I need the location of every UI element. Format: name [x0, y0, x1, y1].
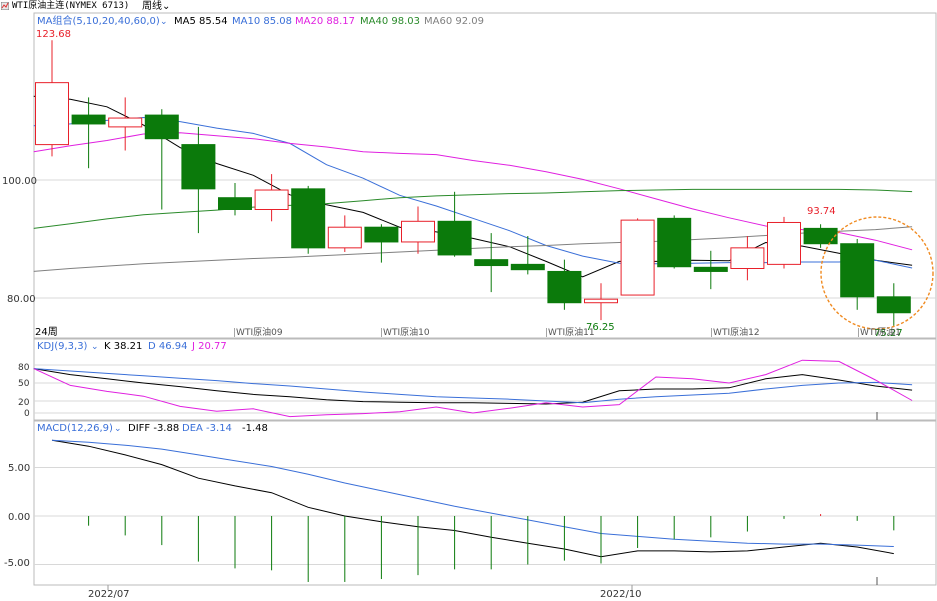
macd-panel-frame [33, 420, 937, 586]
candle-body [291, 188, 326, 249]
max-price-label: 123.68 [36, 29, 71, 40]
last-low-label: 75.27 [874, 328, 903, 339]
price-y-tick: 80.00 [7, 294, 36, 305]
candle-body [584, 298, 618, 304]
ma-line-ma10 [33, 116, 913, 269]
chevron-down-icon: ⌄ [162, 1, 171, 12]
period-count-label: 24周 [35, 326, 58, 338]
macd-line-dea [51, 439, 894, 547]
candle-body [144, 114, 179, 140]
kdj-indicator-label[interactable]: KDJ(9,3,3) [37, 341, 88, 352]
ma20-legend: MA20 88.17 [295, 16, 355, 27]
chart-type-icon [1, 2, 9, 10]
candle-body [876, 296, 911, 314]
kdj-d-legend: D 46.94 [148, 341, 188, 352]
period-selector[interactable]: 周线⌄ [142, 0, 170, 13]
macd-line-diff [51, 439, 894, 558]
candle-body [327, 226, 362, 249]
kdj-line-d [33, 368, 913, 404]
candles [35, 40, 911, 326]
contract-label: |WTI原油12 [710, 326, 760, 338]
kdj-y-tick: 0 [24, 409, 30, 419]
price-panel-frame [33, 12, 937, 339]
candle-body [437, 220, 472, 256]
kdj-line-j [33, 359, 913, 418]
contract-markers: |WTI原油09 |WTI原油10 |WTI原油11 |WTI原油12 |WTI… [233, 326, 901, 338]
macd-y-tick: 5.00 [8, 463, 30, 474]
candle-body [730, 247, 765, 270]
kdj-y-tick: 20 [18, 398, 30, 408]
high-price-label: 93.74 [807, 206, 836, 217]
kdj-line-k [33, 368, 913, 405]
macd-dea-legend: DEA -3.14 [182, 423, 232, 434]
candle-body [767, 221, 801, 265]
contract-label: |WTI原油10 [380, 326, 430, 338]
chevron-down-icon[interactable]: ⌄ [91, 342, 99, 352]
period-label: 周线 [142, 1, 162, 12]
toolbar: WTI原油主连(NYMEX 6713) 周线⌄ [0, 0, 937, 13]
candle-body [620, 219, 655, 296]
kdj-panel-frame [33, 338, 937, 421]
ma-line-ma60 [33, 226, 913, 272]
candle-body [181, 144, 216, 190]
macd-diff-legend: DIFF -3.88 [128, 423, 179, 434]
candle-body [254, 189, 289, 210]
ma-indicator-label[interactable]: MA组合(5,10,20,40,60,0) [37, 14, 160, 27]
candle-body [364, 226, 399, 243]
x-axis-label: 2022/10 [600, 589, 642, 600]
kdj-j-legend: J 20.77 [191, 341, 227, 352]
candle-body [218, 197, 252, 210]
kdj-k-legend: K 38.21 [104, 341, 142, 352]
macd-histogram [88, 514, 895, 582]
candle-body [693, 266, 728, 272]
candle-body [108, 117, 143, 128]
macd-y-tick: 0.00 [8, 512, 30, 523]
contract-label: |WTI原油1 [857, 326, 901, 338]
kdj-y-tick: 80 [18, 363, 30, 373]
chevron-down-icon[interactable]: ⌄ [114, 424, 122, 434]
macd-value-legend: -1.48 [242, 423, 268, 434]
candle-body [35, 82, 69, 146]
ma60-legend: MA60 92.09 [424, 16, 484, 27]
candle-body [547, 270, 582, 304]
candle-body [657, 217, 692, 268]
ma10-legend: MA10 85.08 [232, 16, 292, 27]
candle-body [474, 259, 509, 267]
candle-body [510, 263, 545, 271]
candle-body [401, 220, 435, 243]
ma-line-ma20 [33, 132, 913, 251]
macd-y-tick: -5.00 [4, 558, 30, 569]
ma-line-ma40 [33, 188, 913, 229]
contract-title[interactable]: WTI原油主连(NYMEX 6713) [12, 1, 130, 11]
kdj-y-tick: 50 [18, 379, 30, 389]
ma40-legend: MA40 98.03 [360, 16, 420, 27]
price-y-tick: 100.00 [2, 176, 37, 187]
candle-body [840, 243, 875, 298]
macd-indicator-label[interactable]: MACD(12,26,9) [37, 423, 113, 434]
low-price-label: 76.25 [586, 322, 615, 333]
contract-label: |WTI原油09 [233, 326, 283, 338]
ma-line-ma5 [33, 95, 913, 278]
candle-body [803, 227, 838, 245]
x-axis-label: 2022/07 [88, 589, 130, 600]
series-layer [33, 95, 913, 558]
ma5-legend: MA5 85.54 [174, 16, 228, 27]
chevron-down-icon[interactable]: ⌄ [160, 17, 168, 27]
highlight-circle [820, 216, 934, 330]
contract-label: |WTI原油11 [545, 326, 595, 338]
candle-body [71, 114, 106, 125]
